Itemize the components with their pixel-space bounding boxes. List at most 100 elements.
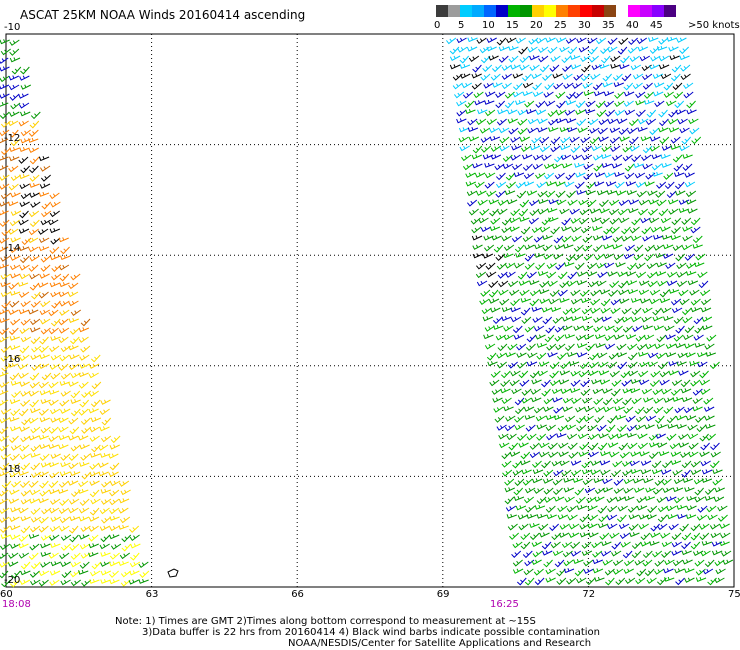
- wind-barb: [642, 163, 653, 170]
- wind-barb: [18, 102, 30, 109]
- wind-barb: [523, 181, 535, 187]
- wind-barb: [553, 253, 564, 260]
- wind-barb: [688, 118, 699, 125]
- wind-barb: [602, 388, 613, 394]
- wind-barb: [512, 469, 523, 476]
- wind-barb: [40, 300, 51, 308]
- wind-barb: [591, 145, 602, 152]
- wind-barb: [519, 199, 530, 208]
- wind-barb: [88, 363, 100, 369]
- wind-barb: [690, 541, 701, 550]
- wind-barb: [602, 397, 613, 406]
- wind-barb: [49, 507, 60, 514]
- wind-barb: [30, 426, 41, 434]
- wind-barb: [533, 235, 544, 243]
- wind-barb: [50, 201, 61, 208]
- wind-barb: [591, 541, 602, 549]
- wind-barb: [661, 550, 672, 558]
- wind-barb: [623, 568, 634, 574]
- wind-barb: [539, 145, 551, 153]
- wind-barb: [59, 552, 70, 560]
- wind-barb: [629, 532, 640, 538]
- wind-barb: [456, 100, 467, 107]
- wind-barb: [476, 37, 487, 44]
- wind-barb: [0, 282, 11, 288]
- wind-barb: [30, 561, 41, 570]
- wind-barb: [578, 46, 590, 53]
- wind-barb: [702, 568, 714, 575]
- wind-barb: [676, 504, 687, 510]
- wind-barb: [686, 109, 697, 115]
- wind-barb: [588, 451, 599, 458]
- wind-barb: [459, 145, 470, 152]
- wind-barb: [81, 390, 92, 398]
- wind-barb: [558, 379, 570, 385]
- wind-barb: [671, 532, 682, 541]
- wind-barb: [594, 487, 606, 495]
- wind-barb: [595, 100, 606, 109]
- wind-barb: [510, 307, 521, 313]
- wind-barb: [138, 578, 149, 584]
- wind-barb: [552, 397, 563, 403]
- wind-barb: [631, 154, 642, 163]
- wind-barb: [501, 460, 512, 468]
- wind-barb: [633, 253, 644, 261]
- wind-barb: [40, 255, 51, 263]
- wind-barb: [632, 73, 644, 80]
- wind-barb: [510, 136, 521, 143]
- wind-barb: [50, 237, 61, 245]
- wind-barb: [579, 523, 590, 530]
- wind-barb: [621, 307, 632, 315]
- wind-barb: [536, 433, 547, 441]
- legend-swatch: [520, 5, 532, 17]
- wind-barb: [683, 91, 694, 99]
- wind-barb: [645, 172, 656, 180]
- wind-barb: [623, 253, 635, 260]
- wind-barb: [9, 146, 20, 152]
- wind-barb: [608, 289, 619, 297]
- wind-barb: [618, 37, 629, 45]
- wind-barb: [0, 336, 9, 343]
- wind-barb: [607, 118, 618, 125]
- wind-barb: [129, 525, 140, 533]
- wind-barb: [579, 514, 590, 523]
- wind-barb: [565, 118, 577, 124]
- wind-barb: [490, 73, 501, 81]
- wind-barb: [582, 82, 593, 89]
- wind-barb: [472, 244, 483, 250]
- wind-barb: [672, 154, 683, 163]
- wind-barb: [495, 334, 507, 341]
- wind-barb: [630, 468, 641, 474]
- wind-barb: [456, 118, 467, 124]
- wind-barb: [571, 154, 583, 161]
- wind-barb: [10, 102, 21, 110]
- wind-barb: [79, 354, 90, 361]
- wind-barb: [644, 244, 655, 252]
- wind-barb: [498, 46, 510, 52]
- wind-barb: [68, 417, 79, 425]
- wind-barb: [690, 217, 701, 226]
- wind-barb: [38, 345, 49, 353]
- wind-barb: [582, 235, 593, 243]
- wind-barb: [628, 199, 640, 205]
- wind-barb: [0, 561, 10, 568]
- wind-barb: [593, 154, 604, 161]
- wind-barb: [504, 100, 515, 109]
- wind-barb: [658, 55, 670, 62]
- wind-barb: [19, 210, 29, 219]
- wind-barb: [559, 46, 570, 53]
- wind-barb: [0, 408, 12, 415]
- wind-barb: [497, 271, 508, 279]
- wind-barb: [80, 345, 91, 353]
- wind-barb: [487, 361, 498, 367]
- wind-barb: [609, 370, 620, 378]
- wind-barb: [559, 370, 570, 376]
- wind-barb: [499, 298, 510, 306]
- wind-barb: [610, 298, 621, 306]
- wind-barb: [692, 235, 703, 244]
- wind-barb: [529, 442, 540, 450]
- wind-barb: [9, 345, 21, 351]
- wind-barb: [484, 181, 495, 189]
- wind-barb: [570, 145, 581, 153]
- wind-barb: [18, 372, 29, 379]
